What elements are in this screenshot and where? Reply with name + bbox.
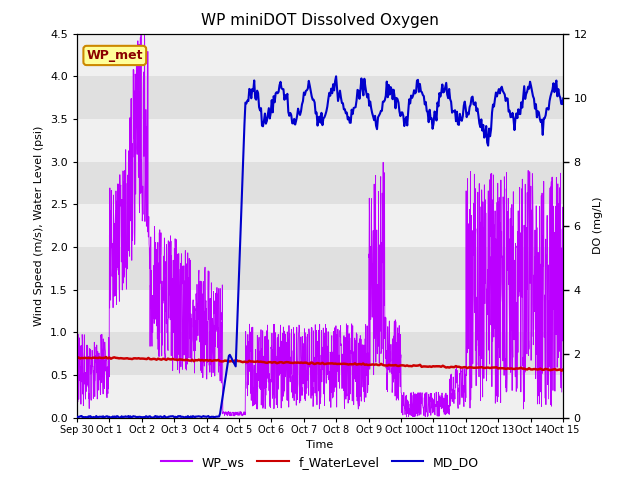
Bar (77, 247, 563, 289)
Bar (77, 76, 563, 119)
Title: WP miniDOT Dissolved Oxygen: WP miniDOT Dissolved Oxygen (201, 13, 439, 28)
Bar (77, 204, 563, 247)
Bar (77, 162, 563, 204)
Bar (77, 34, 563, 76)
Bar (77, 289, 563, 332)
Legend: WP_ws, f_WaterLevel, MD_DO: WP_ws, f_WaterLevel, MD_DO (156, 451, 484, 474)
X-axis label: Time: Time (307, 440, 333, 450)
Bar (77, 332, 563, 375)
Bar (77, 119, 563, 162)
Y-axis label: DO (mg/L): DO (mg/L) (593, 197, 604, 254)
Bar (77, 375, 563, 418)
Text: WP_met: WP_met (86, 49, 143, 62)
Y-axis label: Wind Speed (m/s), Water Level (psi): Wind Speed (m/s), Water Level (psi) (35, 125, 44, 326)
